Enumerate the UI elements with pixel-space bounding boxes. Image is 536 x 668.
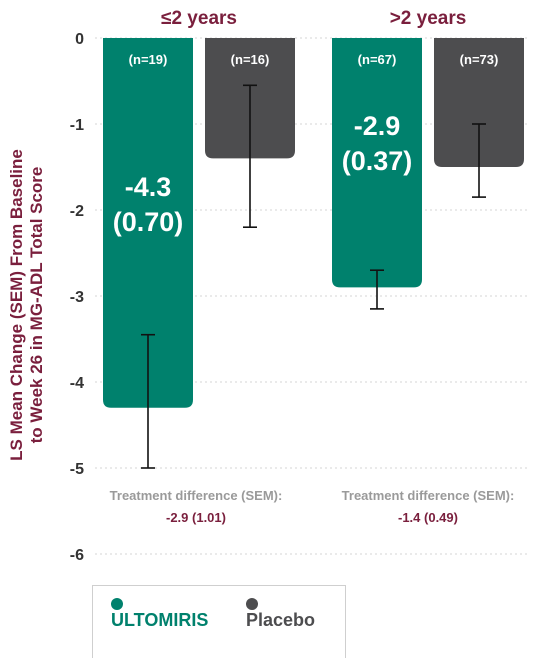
legend-item-ultomiris [111, 598, 123, 610]
sem-label: (0.70) [113, 207, 184, 237]
y-axis-ticks: 0 -1 -2 -3 -4 -5 -6 [70, 31, 84, 564]
group-title: >2 years [390, 8, 467, 29]
treatment-difference-label: Treatment difference (SEM): [342, 488, 515, 503]
value-label: -4.3 [125, 172, 172, 202]
bars: (n=19) -4.3 (0.70) (n=16) (n=67) -2.9 (0.37) (n… [103, 38, 524, 469]
n-label: (n=73) [460, 52, 499, 67]
bar [434, 38, 524, 167]
group-labels: ≤2 years Treatment difference (SEM): -2.9 … [110, 8, 515, 525]
y-tick-label: -2 [70, 203, 84, 220]
sem-label: (0.37) [342, 146, 413, 176]
y-axis-label-line2: to Week 26 in MG-ADL Total Score [27, 167, 46, 444]
y-axis-label: LS Mean Change (SEM) From Baseline to We… [7, 149, 46, 461]
n-label: (n=67) [358, 52, 397, 67]
n-label: (n=16) [231, 52, 270, 67]
group-title: ≤2 years [161, 8, 237, 29]
y-tick-label: -5 [70, 461, 84, 478]
bar [103, 38, 193, 408]
legend-label-ultomiris: ULTOMIRIS [111, 610, 209, 630]
y-tick-label: 0 [75, 31, 84, 48]
legend-dot-placebo [246, 598, 258, 610]
treatment-difference-label: Treatment difference (SEM): [110, 488, 283, 503]
treatment-difference-value: -1.4 (0.49) [398, 510, 458, 525]
y-axis-label-line1: LS Mean Change (SEM) From Baseline [7, 149, 26, 461]
treatment-difference-value: -2.9 (1.01) [166, 510, 226, 525]
legend-label-placebo: Placebo [246, 610, 316, 630]
legend: ULTOMIRIS Placebo [92, 585, 346, 658]
legend-item-placebo [246, 598, 258, 610]
y-tick-label: -6 [70, 547, 84, 564]
y-tick-label: -4 [70, 375, 84, 392]
y-tick-label: -1 [70, 117, 84, 134]
bar [332, 38, 422, 288]
value-label: -2.9 [354, 111, 401, 141]
n-label: (n=19) [129, 52, 168, 67]
legend-dot-ultomiris [111, 598, 123, 610]
y-tick-label: -3 [70, 289, 84, 306]
